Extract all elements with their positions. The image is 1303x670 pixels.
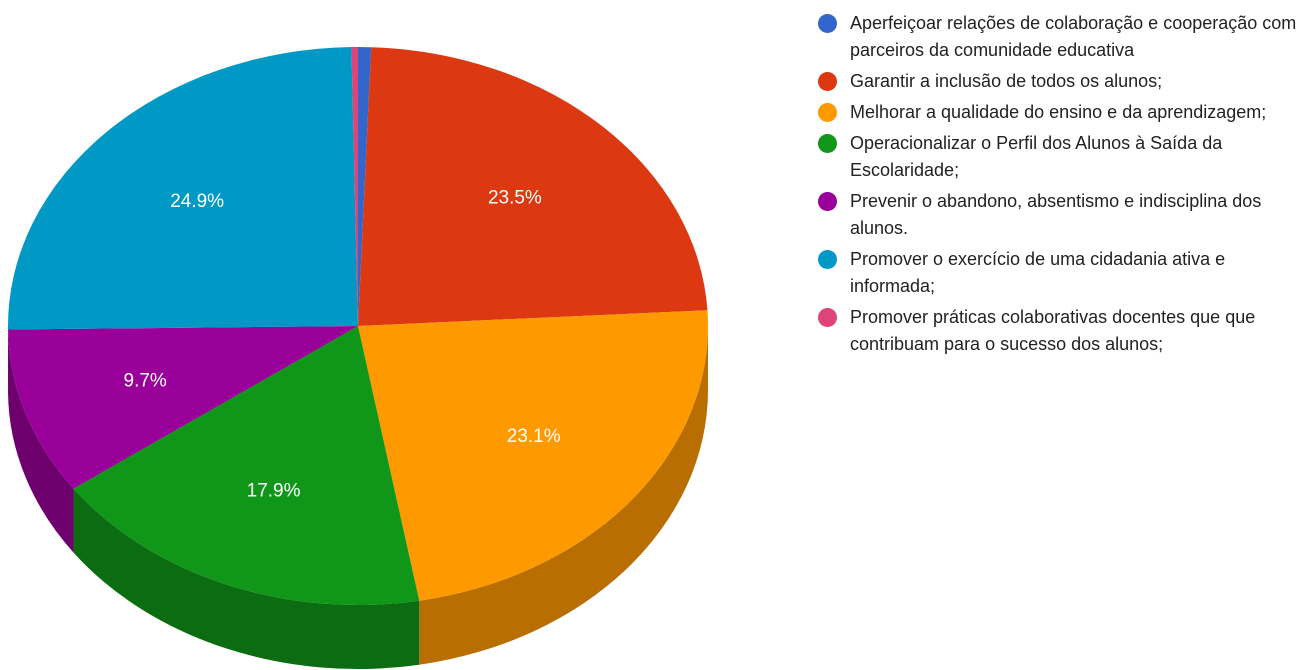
legend-swatch [818,134,837,153]
legend-label: Prevenir o abandono, absentismo e indisc… [850,191,1262,238]
slice-label: 17.9% [247,480,301,501]
pie-side [73,488,420,669]
legend-item: Garantir a inclusão de todos os alunos; [818,68,1298,95]
legend-swatch [818,308,837,327]
slice-label: 23.1% [507,426,561,447]
pie-side [419,326,708,665]
legend-item: Operacionalizar o Perfil dos Alunos à Sa… [818,130,1298,184]
legend-swatch [818,192,837,211]
legend-label: Aperfeiçoar relações de colaboração e co… [850,13,1297,60]
pie-slice [358,47,372,326]
slice-label: 24.9% [170,191,224,212]
pie-slice [358,47,708,326]
slice-label: 23.5% [488,188,542,209]
pie-side [8,329,74,553]
legend-item: Promover práticas colaborativas docentes… [818,304,1298,358]
pie-slice [73,326,420,605]
slice-label: 9.7% [124,371,167,392]
legend-label: Garantir a inclusão de todos os alunos; [850,71,1163,91]
pie-slice [351,47,358,326]
legend-item: Promover o exercício de uma cidadania at… [818,246,1298,300]
legend-label: Melhorar a qualidade do ensino e da apre… [850,102,1267,122]
legend-item: Melhorar a qualidade do ensino e da apre… [818,99,1298,126]
legend-swatch [818,103,837,122]
pie-slice [8,47,359,330]
legend-swatch [818,250,837,269]
legend-swatch [818,72,837,91]
legend-label: Operacionalizar o Perfil dos Alunos à Sa… [850,133,1223,180]
pie-slice [358,310,708,601]
pie-slice [8,326,358,489]
legend-label: Promover o exercício de uma cidadania at… [850,249,1226,296]
legend-item: Prevenir o abandono, absentismo e indisc… [818,188,1298,242]
legend-item: Aperfeiçoar relações de colaboração e co… [818,10,1298,64]
chart: 23.5% 23.1% 17.9% 9.7% 24.9% [8,47,708,669]
legend-label: Promover práticas colaborativas docentes… [850,307,1256,354]
legend-swatch [818,14,837,33]
legend: Aperfeiçoar relações de colaboração e co… [818,10,1298,362]
